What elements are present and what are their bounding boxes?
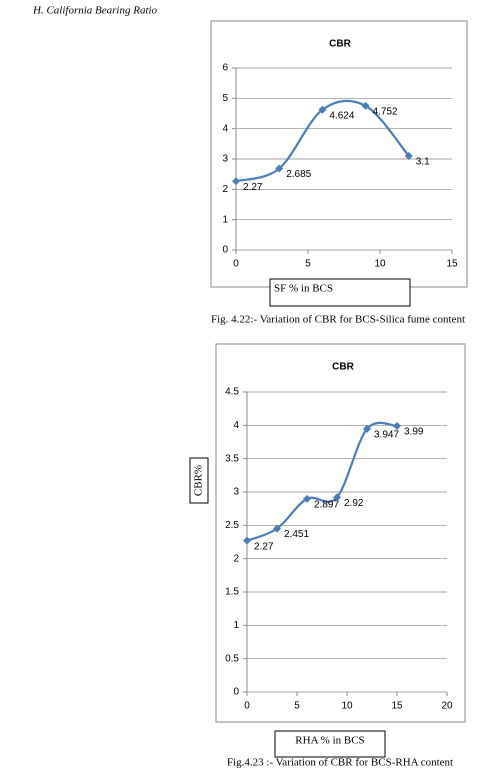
data-label: 2.685 — [286, 169, 311, 180]
data-point — [333, 493, 341, 502]
data-label: 4.752 — [373, 106, 398, 117]
x-tick-label: 15 — [391, 701, 403, 712]
y-tick-label: 0.5 — [225, 653, 239, 664]
y-tick-label: 4.5 — [225, 387, 239, 398]
x-tick-label: 20 — [441, 701, 453, 712]
data-label: 2.27 — [254, 541, 274, 552]
x-tick-label: 10 — [374, 259, 386, 270]
y-label-box — [189, 457, 209, 504]
data-point — [275, 164, 284, 173]
data-point — [243, 536, 251, 545]
chart-title: CBR — [329, 39, 351, 50]
figure-caption: Fig. 4.22:- Variation of CBR for BCS-Sil… — [211, 314, 465, 326]
y-tick-label: 1 — [233, 620, 239, 631]
data-point — [318, 105, 327, 114]
y-tick-label: 6 — [222, 63, 228, 74]
data-point — [232, 177, 240, 186]
x-tick-label: 5 — [305, 259, 311, 270]
y-tick-label: 0 — [233, 687, 239, 698]
x-tick-label: 5 — [294, 701, 300, 712]
data-label: 4.624 — [329, 110, 354, 121]
chart-title: CBR — [332, 362, 354, 373]
data-label: 3.947 — [374, 430, 399, 441]
x-label-box — [269, 278, 411, 307]
x-tick-label: 0 — [233, 259, 239, 270]
y-tick-label: 3 — [233, 487, 239, 498]
y-tick-label: 0 — [222, 245, 228, 256]
data-label: 2.897 — [314, 500, 339, 511]
y-tick-label: 2 — [233, 553, 239, 564]
y-tick-label: 4 — [222, 123, 228, 134]
y-tick-label: 2 — [222, 184, 228, 195]
data-label: 3.1 — [416, 157, 430, 168]
data-point — [303, 494, 311, 503]
x-axis-label: SF % in BCS — [274, 283, 333, 295]
x-tick-label: 15 — [446, 259, 458, 270]
data-point — [393, 422, 401, 430]
x-tick-label: 0 — [244, 701, 250, 712]
section-heading: H. California Bearing Ratio — [32, 5, 158, 17]
y-axis-label: CBR% — [193, 465, 205, 496]
y-tick-label: 1.5 — [225, 587, 239, 598]
y-tick-label: 3 — [222, 154, 228, 165]
y-tick-label: 2.5 — [225, 520, 239, 531]
figure-caption: Fig.4.23 :- Variation of CBR for BCS-RHA… — [227, 757, 453, 769]
x-tick-label: 10 — [341, 701, 353, 712]
chart-frame — [215, 343, 466, 723]
y-tick-label: 4 — [233, 420, 239, 431]
data-label: 3.99 — [404, 427, 424, 438]
data-point — [363, 424, 371, 433]
data-point — [361, 101, 370, 110]
y-tick-label: 5 — [222, 93, 228, 104]
data-point — [404, 151, 413, 160]
y-tick-label: 3.5 — [225, 453, 239, 464]
x-label-box — [274, 730, 386, 758]
chart-frame — [210, 20, 468, 288]
data-label: 2.27 — [243, 182, 263, 193]
data-label: 2.451 — [284, 529, 309, 540]
data-point — [273, 524, 281, 533]
x-axis-label: RHA % in BCS — [295, 735, 364, 747]
data-label: 2.92 — [344, 498, 364, 509]
y-tick-label: 1 — [222, 214, 228, 225]
